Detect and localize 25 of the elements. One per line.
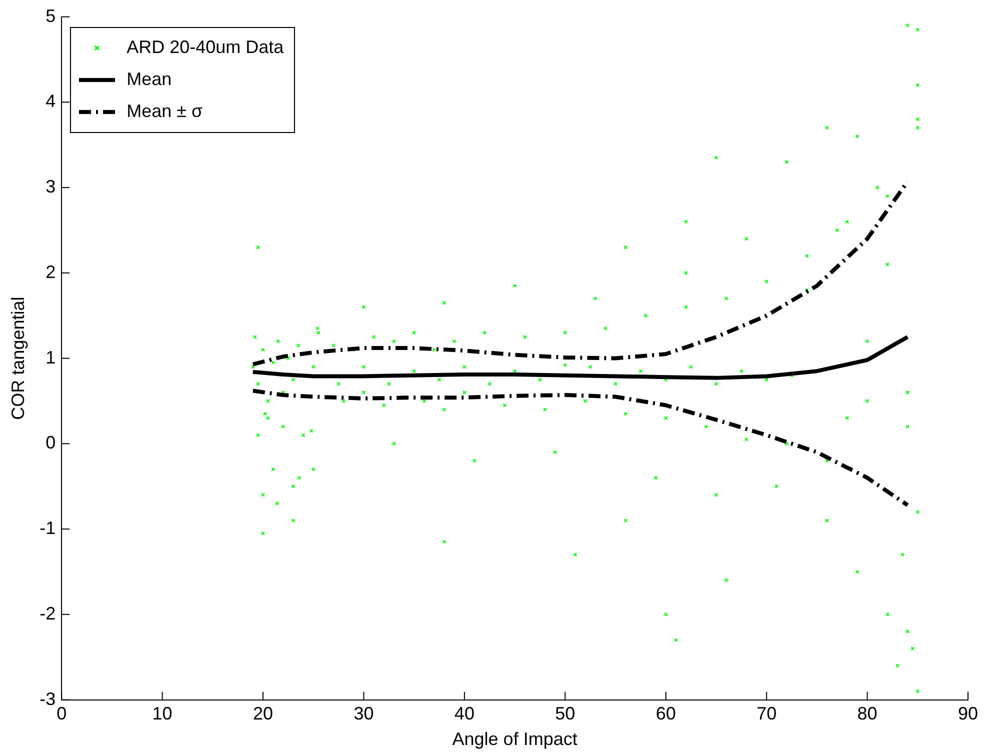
- y-tick-label: 2: [46, 262, 56, 282]
- y-tick-label: 3: [46, 176, 56, 197]
- x-tick-label: 20: [253, 704, 274, 724]
- y-axis-title: COR tangential: [8, 296, 28, 420]
- x-tick-label: 30: [354, 704, 374, 724]
- legend-label: ARD 20-40um Data: [126, 37, 284, 58]
- y-tick-label: -3: [40, 688, 56, 709]
- y-tick-label: 5: [46, 6, 56, 26]
- x-tick-label: 50: [555, 704, 576, 724]
- y-tick-label: 0: [46, 432, 56, 453]
- legend-label: Mean ± σ: [126, 101, 203, 122]
- y-tick-label: 1: [46, 347, 56, 368]
- legend-label: Mean: [126, 69, 172, 90]
- y-tick-label: -1: [40, 518, 56, 538]
- y-tick-label: 4: [46, 91, 56, 112]
- y-tick-label: -2: [40, 603, 56, 624]
- x-tick-label: 40: [454, 704, 474, 724]
- x-tick-label: 10: [152, 704, 172, 724]
- x-tick-label: 80: [857, 704, 878, 724]
- line-series: [250, 180, 910, 366]
- x-tick-label: 60: [656, 704, 676, 724]
- line-series: [250, 388, 910, 508]
- x-axis-title: Angle of Impact: [452, 729, 578, 750]
- x-tick-label: 70: [756, 704, 777, 724]
- x-tick-label: 90: [958, 704, 978, 724]
